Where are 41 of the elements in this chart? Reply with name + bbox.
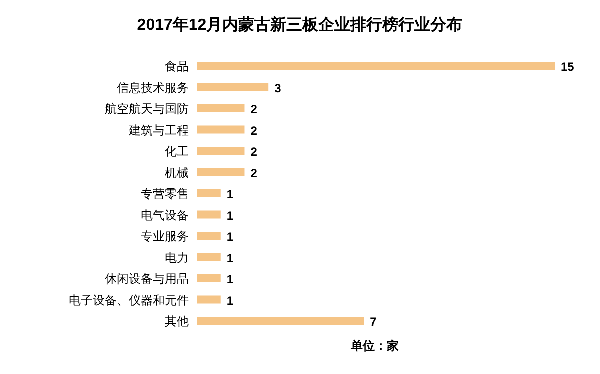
y-tick-label: 其他 — [165, 314, 189, 328]
bar — [197, 104, 245, 112]
data-label: 2 — [250, 124, 258, 138]
data-label: 15 — [561, 60, 575, 74]
y-tick-label: 专营零售 — [141, 187, 189, 201]
y-tick-label: 专业服务 — [141, 230, 189, 244]
y-tick-label: 化工 — [165, 144, 189, 158]
bar — [197, 296, 221, 304]
bar — [197, 168, 245, 176]
data-label: 1 — [226, 272, 234, 286]
bar — [197, 210, 221, 219]
text: 单位：家 — [350, 339, 399, 353]
bar — [197, 126, 245, 134]
bar — [197, 253, 221, 262]
data-label: 3 — [274, 81, 282, 96]
y-tick-label: 建筑与工程 — [128, 123, 189, 138]
bar — [197, 83, 269, 92]
bar — [197, 317, 364, 325]
y-tick-label: 电气设备 — [141, 208, 189, 222]
data-label: 7 — [370, 315, 378, 329]
data-label: 2 — [250, 102, 258, 116]
data-label: 2 — [250, 145, 258, 159]
data-label: 1 — [226, 188, 234, 202]
y-tick-label: 机械 — [165, 166, 189, 180]
bar — [197, 147, 245, 155]
bar — [197, 190, 221, 198]
y-tick-label: 航空航天与国防 — [105, 102, 189, 116]
data-label: 1 — [226, 230, 234, 244]
y-tick-label: 信息技术服务 — [117, 80, 189, 95]
data-label: 1 — [226, 208, 234, 223]
data-label: 1 — [226, 251, 234, 266]
chart-title: 2017年12月内蒙古新三板企业排行榜行业分布 — [137, 16, 463, 34]
bar — [197, 274, 221, 282]
bar — [197, 62, 555, 70]
data-label: 1 — [226, 294, 234, 308]
bar — [197, 232, 221, 240]
y-tick-label: 电子设备、仪器和元件 — [69, 293, 189, 308]
y-tick-label: 电力 — [165, 250, 189, 265]
y-tick-label: 休闲设备与用品 — [105, 272, 189, 286]
data-label: 2 — [250, 166, 258, 180]
y-tick-label: 食品 — [165, 60, 189, 74]
